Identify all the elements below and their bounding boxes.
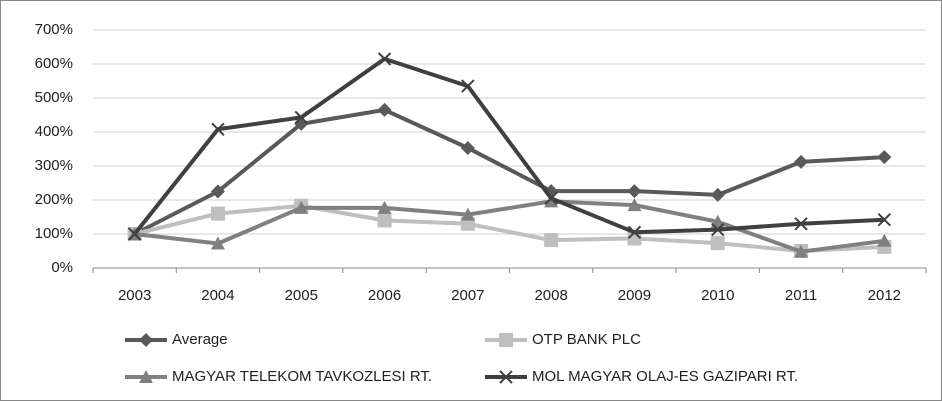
- marker: [710, 187, 725, 202]
- marker: [460, 207, 475, 221]
- x-tick-label: 2012: [868, 287, 901, 304]
- y-tick-label: 400%: [35, 123, 73, 140]
- x-tick-label: 2003: [118, 287, 151, 304]
- marker: [211, 122, 225, 136]
- marker: [544, 194, 559, 208]
- x-tick-label: 2004: [201, 287, 234, 304]
- y-tick-label: 300%: [35, 157, 73, 174]
- y-tick-label: 500%: [35, 89, 73, 106]
- marker: [877, 233, 892, 247]
- marker: [544, 191, 558, 206]
- marker: [461, 79, 475, 93]
- marker: [127, 227, 142, 241]
- x-tick-label: 2005: [285, 287, 318, 304]
- marker: [544, 233, 559, 248]
- marker: [627, 184, 642, 199]
- x-tick-label: 2008: [534, 287, 567, 304]
- y-tick-label: 100%: [35, 225, 73, 242]
- y-tick-label: 200%: [35, 191, 73, 208]
- marker: [627, 198, 642, 212]
- marker: [377, 102, 392, 117]
- marker: [210, 206, 225, 221]
- series-line: [133, 56, 885, 236]
- marker: [294, 200, 309, 214]
- legend-label: MAGYAR TELEKOM TAVKOZLESI RT.: [172, 368, 432, 385]
- marker: [710, 236, 725, 251]
- marker: [711, 222, 725, 237]
- marker: [794, 244, 809, 258]
- marker: [377, 52, 392, 66]
- marker: [627, 225, 642, 240]
- series-line: [134, 199, 885, 254]
- marker: [139, 333, 153, 347]
- x-tick-label: 2006: [368, 287, 401, 304]
- x-tick-label: 2010: [701, 287, 734, 304]
- marker: [499, 370, 513, 384]
- legend-label: OTP BANK PLC: [532, 331, 641, 348]
- x-tick-label: 2009: [618, 287, 651, 304]
- x-tick-label: 2007: [451, 287, 484, 304]
- marker: [139, 370, 153, 383]
- marker: [794, 217, 808, 231]
- y-tick-label: 600%: [35, 55, 73, 72]
- series-line: [134, 203, 885, 253]
- marker: [877, 213, 892, 227]
- marker: [877, 150, 892, 165]
- marker: [499, 333, 513, 347]
- marker: [710, 214, 725, 228]
- marker: [210, 236, 225, 250]
- series-line: [133, 107, 885, 236]
- marker: [210, 184, 225, 199]
- legend-label: MOL MAGYAR OLAJ-ES GAZIPARI RT.: [532, 368, 798, 385]
- marker: [794, 154, 809, 169]
- marker: [460, 140, 475, 155]
- marker: [377, 213, 392, 228]
- y-tick-label: 0%: [51, 259, 73, 276]
- marker: [377, 200, 392, 214]
- marker: [294, 110, 308, 125]
- y-tick-label: 700%: [35, 21, 73, 38]
- x-tick-label: 2011: [785, 287, 817, 304]
- legend-label: Average: [172, 331, 228, 348]
